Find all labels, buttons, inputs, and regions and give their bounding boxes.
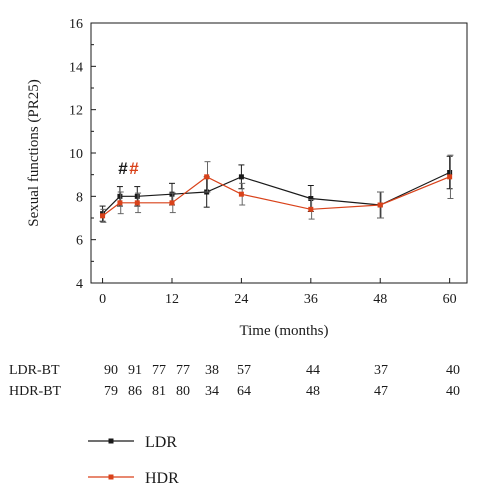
data-point-ldr [308,196,314,201]
data-point-ldr [134,193,140,199]
data-point-ldr [447,170,453,175]
n-value: 37 [374,363,388,378]
data-point-hdr [100,213,106,219]
n-value: 40 [446,363,460,378]
data-point-hdr [169,200,175,206]
y-axis-label: Sexual functions (PR25) [26,79,42,227]
data-point-hdr [447,174,453,180]
data-point-ldr [169,191,175,197]
n-value: 77 [152,363,166,378]
n-value: 38 [205,363,219,378]
data-point-ldr [117,193,123,199]
n-value: 48 [306,384,320,399]
n-value: 57 [237,363,251,378]
n-row-label: HDR-BT [9,384,62,399]
data-point-hdr [238,191,244,197]
n-value: 77 [176,363,190,378]
plot-frame [90,22,468,284]
x-tick-label: 12 [165,292,179,307]
significance-mark: # [118,159,128,178]
n-value: 64 [237,384,251,399]
x-tick-label: 0 [99,292,106,307]
n-value: 80 [176,384,190,399]
y-tick-label: 8 [76,190,83,205]
x-axis-label: Time (months) [239,323,328,339]
legend-marker-ldr [108,438,114,444]
data-point-hdr [308,206,314,212]
significance-mark: # [129,159,139,178]
n-value: 34 [205,384,219,399]
n-value: 44 [306,363,320,378]
x-tick-label: 60 [443,292,457,307]
n-value: 47 [374,384,388,399]
data-point-hdr [134,200,140,206]
data-point-hdr [204,174,210,180]
y-tick-label: 4 [76,277,83,292]
x-tick-label: 24 [234,292,248,307]
y-tick-label: 14 [69,60,83,75]
n-value: 81 [152,384,166,399]
y-tick-label: 12 [69,104,83,119]
n-value: 91 [128,363,142,378]
y-tick-label: 10 [69,147,83,162]
n-value: 79 [104,384,118,399]
data-point-hdr [117,200,123,206]
n-row-label: LDR-BT [9,363,60,378]
n-value: 90 [104,363,118,378]
data-point-ldr [238,174,244,180]
data-point-hdr [377,202,383,208]
y-tick-label: 16 [69,17,83,32]
legend-label-hdr: HDR [145,470,179,487]
n-value: 40 [446,384,460,399]
x-tick-label: 48 [373,292,387,307]
series-line-ldr [102,171,450,215]
x-tick-label: 36 [304,292,318,307]
legend-marker-hdr [108,474,114,480]
n-value: 86 [128,384,142,399]
y-tick-label: 6 [76,234,83,249]
legend-label-ldr: LDR [145,434,177,451]
